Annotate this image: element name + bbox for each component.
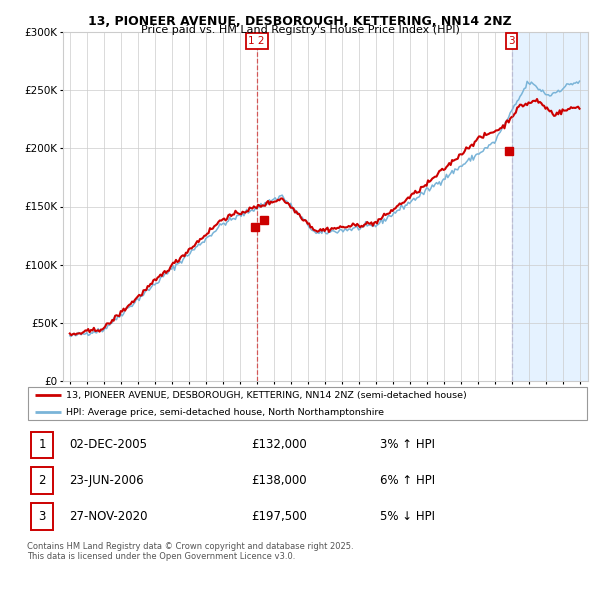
Text: 3: 3 bbox=[38, 510, 46, 523]
Text: 02-DEC-2005: 02-DEC-2005 bbox=[69, 438, 147, 451]
Text: £197,500: £197,500 bbox=[251, 510, 307, 523]
Text: Contains HM Land Registry data © Crown copyright and database right 2025.
This d: Contains HM Land Registry data © Crown c… bbox=[27, 542, 353, 561]
Text: 2: 2 bbox=[38, 474, 46, 487]
FancyBboxPatch shape bbox=[31, 503, 53, 530]
Text: 3: 3 bbox=[508, 36, 515, 46]
Text: 5% ↓ HPI: 5% ↓ HPI bbox=[380, 510, 436, 523]
Text: HPI: Average price, semi-detached house, North Northamptonshire: HPI: Average price, semi-detached house,… bbox=[66, 408, 384, 417]
Text: 27-NOV-2020: 27-NOV-2020 bbox=[69, 510, 148, 523]
Text: 23-JUN-2006: 23-JUN-2006 bbox=[69, 474, 144, 487]
Text: £132,000: £132,000 bbox=[251, 438, 307, 451]
Text: 1 2: 1 2 bbox=[248, 36, 265, 46]
Bar bbox=[512, 32, 588, 381]
FancyBboxPatch shape bbox=[31, 467, 53, 494]
Text: 1: 1 bbox=[38, 438, 46, 451]
Text: 13, PIONEER AVENUE, DESBOROUGH, KETTERING, NN14 2NZ: 13, PIONEER AVENUE, DESBOROUGH, KETTERIN… bbox=[88, 15, 512, 28]
Text: 13, PIONEER AVENUE, DESBOROUGH, KETTERING, NN14 2NZ (semi-detached house): 13, PIONEER AVENUE, DESBOROUGH, KETTERIN… bbox=[66, 391, 467, 399]
Text: 6% ↑ HPI: 6% ↑ HPI bbox=[380, 474, 436, 487]
FancyBboxPatch shape bbox=[31, 431, 53, 458]
Text: £138,000: £138,000 bbox=[251, 474, 307, 487]
Text: 3% ↑ HPI: 3% ↑ HPI bbox=[380, 438, 436, 451]
Text: Price paid vs. HM Land Registry's House Price Index (HPI): Price paid vs. HM Land Registry's House … bbox=[140, 25, 460, 35]
FancyBboxPatch shape bbox=[28, 387, 587, 420]
